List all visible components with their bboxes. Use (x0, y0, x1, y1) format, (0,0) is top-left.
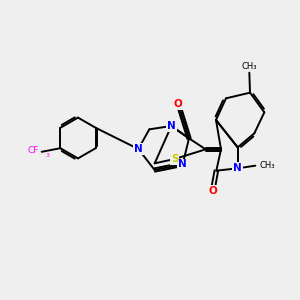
Text: N: N (233, 163, 242, 173)
Text: N: N (134, 144, 143, 154)
Text: CF: CF (28, 146, 39, 155)
Text: CH₃: CH₃ (242, 61, 257, 70)
Text: 3: 3 (45, 153, 50, 158)
Text: O: O (208, 186, 217, 196)
Text: N: N (167, 121, 176, 131)
Text: S: S (171, 154, 178, 164)
Text: CH₃: CH₃ (260, 161, 275, 170)
Text: N: N (178, 159, 187, 169)
Text: O: O (174, 99, 183, 109)
